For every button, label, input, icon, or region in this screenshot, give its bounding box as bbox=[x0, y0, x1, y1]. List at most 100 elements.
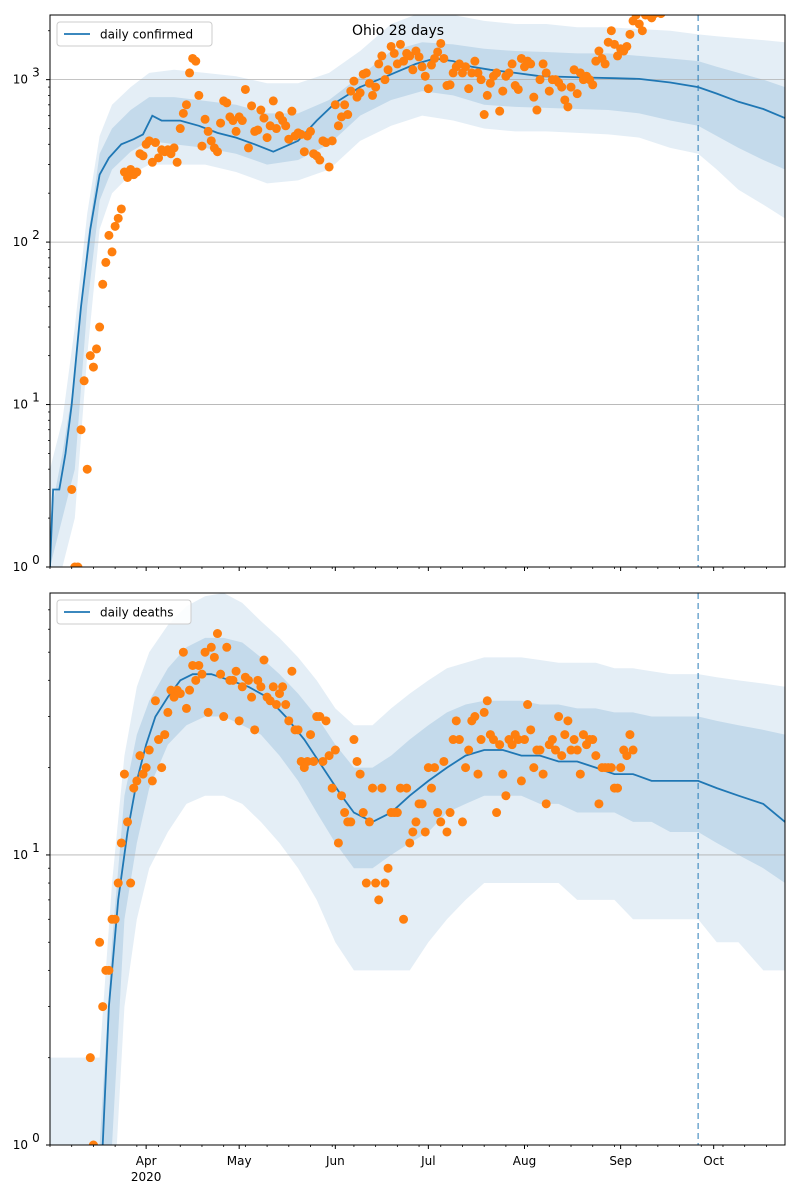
observed-point bbox=[430, 763, 440, 773]
observed-point bbox=[482, 90, 492, 100]
observed-point bbox=[104, 230, 114, 240]
observed-point bbox=[476, 735, 486, 745]
observed-point bbox=[566, 82, 576, 92]
observed-point bbox=[113, 878, 123, 888]
observed-point bbox=[420, 71, 430, 81]
observed-point bbox=[178, 647, 188, 657]
observed-point bbox=[554, 712, 564, 722]
observed-point bbox=[219, 712, 229, 722]
observed-point bbox=[206, 136, 216, 146]
observed-point bbox=[163, 707, 173, 717]
observed-point bbox=[247, 101, 257, 111]
observed-point bbox=[625, 730, 635, 740]
observed-point bbox=[572, 89, 582, 99]
observed-point bbox=[306, 126, 316, 136]
observed-point bbox=[259, 655, 269, 665]
observed-point bbox=[306, 730, 316, 740]
observed-point bbox=[609, 39, 619, 49]
observed-point bbox=[144, 745, 154, 755]
observed-point bbox=[551, 745, 561, 755]
observed-point bbox=[613, 783, 623, 793]
observed-point bbox=[594, 799, 604, 809]
observed-point bbox=[634, 19, 644, 29]
observed-point bbox=[340, 808, 350, 818]
x-tick-label: Jun bbox=[325, 1154, 345, 1168]
observed-point bbox=[333, 121, 343, 131]
observed-point bbox=[451, 716, 461, 726]
observed-point bbox=[526, 725, 536, 735]
observed-point bbox=[315, 155, 325, 165]
observed-point bbox=[154, 735, 164, 745]
observed-point bbox=[98, 279, 108, 289]
observed-point bbox=[116, 204, 126, 214]
observed-point bbox=[147, 157, 157, 167]
observed-point bbox=[492, 808, 502, 818]
observed-point bbox=[181, 703, 191, 713]
model-line bbox=[50, 57, 785, 567]
x-tick-label: Aug bbox=[513, 1154, 536, 1168]
x-tick-label: May bbox=[227, 1154, 252, 1168]
observed-point bbox=[377, 783, 387, 793]
observed-point bbox=[340, 100, 350, 110]
observed-point bbox=[368, 783, 378, 793]
observed-point bbox=[395, 783, 405, 793]
observed-point bbox=[386, 41, 396, 51]
y-tick-label: 10 bbox=[13, 73, 28, 87]
uncertainty-band-inner bbox=[50, 42, 785, 567]
observed-point bbox=[535, 75, 545, 85]
confirmed-panel: 10 0 10 1 10 2 10 3 daily confirmed bbox=[13, 14, 786, 574]
observed-point bbox=[231, 126, 241, 136]
observed-point bbox=[541, 68, 551, 78]
observed-point bbox=[544, 86, 554, 96]
observed-point bbox=[566, 745, 576, 755]
y-tick-label-exponent: 1 bbox=[32, 841, 40, 855]
x-tick-label: Sep bbox=[609, 1154, 632, 1168]
observed-point bbox=[101, 257, 111, 267]
observed-point bbox=[172, 157, 182, 167]
observed-point bbox=[67, 484, 77, 494]
observed-point bbox=[529, 763, 539, 773]
observed-point bbox=[132, 776, 142, 786]
observed-point bbox=[377, 51, 387, 61]
observed-point bbox=[470, 712, 480, 722]
observed-point bbox=[488, 735, 498, 745]
observed-point bbox=[73, 562, 83, 567]
observed-point bbox=[408, 65, 418, 75]
y-tick-label: 10 bbox=[13, 560, 28, 574]
observed-point bbox=[423, 84, 433, 94]
observed-point bbox=[330, 100, 340, 110]
legend-box bbox=[56, 599, 192, 625]
observed-point bbox=[507, 740, 517, 750]
observed-point bbox=[116, 838, 126, 848]
observed-point bbox=[309, 756, 319, 766]
x-tick-label: Oct bbox=[703, 1154, 724, 1168]
observed-point bbox=[209, 652, 219, 662]
observed-point bbox=[178, 108, 188, 118]
observed-point bbox=[250, 725, 260, 735]
observed-point bbox=[492, 68, 502, 78]
observed-point bbox=[470, 56, 480, 66]
observed-point bbox=[243, 675, 253, 685]
observed-point bbox=[150, 696, 160, 706]
axes-frame bbox=[49, 592, 786, 1146]
observed-point bbox=[436, 38, 446, 48]
observed-point bbox=[606, 26, 616, 36]
observed-point bbox=[352, 756, 362, 766]
observed-point bbox=[535, 745, 545, 755]
observed-point bbox=[445, 80, 455, 90]
observed-point bbox=[380, 878, 390, 888]
observed-point bbox=[473, 68, 483, 78]
observed-point bbox=[271, 700, 281, 710]
observed-point bbox=[374, 895, 384, 905]
observed-point bbox=[268, 682, 278, 692]
y-tick-label-exponent: 2 bbox=[32, 228, 40, 242]
observed-point bbox=[513, 84, 523, 94]
observed-point bbox=[247, 692, 257, 702]
observed-point bbox=[281, 121, 291, 131]
observed-point bbox=[656, 15, 666, 19]
observed-point bbox=[299, 147, 309, 157]
observed-point bbox=[150, 138, 160, 148]
observed-point bbox=[538, 59, 548, 69]
observed-point bbox=[98, 1002, 108, 1012]
observed-point bbox=[321, 716, 331, 726]
